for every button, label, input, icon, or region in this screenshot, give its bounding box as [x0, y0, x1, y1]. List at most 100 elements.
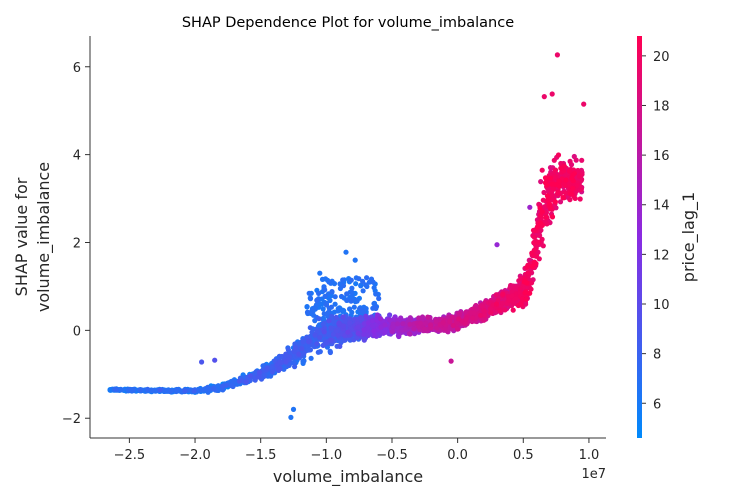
data-point: [317, 334, 323, 341]
data-point: [145, 386, 151, 392]
data-point: [296, 351, 302, 357]
data-point: [320, 342, 326, 348]
data-point: [205, 384, 211, 390]
data-point: [531, 234, 538, 240]
y-tick-label: 0: [73, 324, 81, 339]
y-tick-label: 2: [73, 236, 81, 251]
data-point: [522, 290, 528, 296]
colorbar-tick-label: 12: [653, 248, 670, 263]
data-point: [323, 302, 330, 308]
data-point: [577, 196, 583, 202]
data-point: [333, 327, 340, 334]
colorbar-tick-label: 14: [653, 199, 670, 214]
data-point: [487, 306, 494, 312]
data-point: [544, 193, 551, 199]
data-point: [529, 263, 535, 270]
data-point: [363, 313, 369, 319]
data-point: [345, 329, 351, 335]
data-point: [572, 195, 578, 201]
data-point: [288, 414, 294, 420]
x-tick-label: 0.0: [447, 448, 468, 463]
data-point: [349, 289, 355, 295]
x-tick-label: 1.0: [579, 448, 600, 463]
data-point: [387, 312, 393, 318]
colorbar-tick-label: 8: [653, 348, 661, 363]
data-point: [368, 278, 374, 284]
x-tick-label: −2.5: [114, 448, 146, 463]
data-point: [377, 316, 384, 322]
data-point: [558, 165, 564, 171]
data-point: [411, 326, 417, 332]
data-point: [570, 185, 576, 192]
data-point: [569, 191, 575, 197]
data-point: [306, 347, 312, 353]
data-point: [340, 323, 346, 329]
data-point: [304, 304, 310, 310]
data-point: [478, 312, 484, 318]
data-point: [307, 296, 314, 302]
data-point: [307, 325, 313, 331]
data-point: [549, 214, 556, 220]
data-point: [301, 358, 307, 364]
data-point: [264, 365, 270, 371]
data-point: [157, 387, 163, 393]
data-point: [362, 321, 368, 327]
data-point: [406, 331, 412, 337]
data-point: [113, 386, 119, 392]
colorbar-tick-label: 20: [653, 50, 670, 65]
data-point: [447, 319, 453, 325]
data-point: [538, 179, 544, 185]
data-point: [340, 314, 346, 320]
data-point: [524, 264, 530, 271]
data-point: [335, 332, 341, 338]
data-point: [306, 290, 312, 296]
data-point: [577, 173, 583, 179]
data-point: [314, 341, 320, 347]
data-point: [277, 365, 283, 372]
data-point: [231, 379, 237, 385]
x-tick-label: 0.5: [513, 448, 534, 463]
data-point: [336, 320, 342, 326]
data-point: [355, 324, 361, 330]
colorbar-tick-label: 10: [653, 298, 670, 313]
data-point: [456, 316, 462, 322]
y-ticks: −2 0 2 4 6: [62, 61, 90, 427]
data-point: [433, 319, 439, 325]
data-point: [567, 158, 573, 164]
data-point: [398, 315, 404, 321]
data-point: [344, 291, 350, 297]
data-point: [502, 307, 508, 313]
data-point: [332, 294, 338, 300]
data-point: [527, 204, 533, 210]
data-point: [569, 175, 575, 181]
chart-title: SHAP Dependence Plot for volume_imbalanc…: [182, 15, 514, 31]
data-point: [512, 296, 519, 302]
data-point: [191, 388, 197, 394]
y-axis-title-line-1: SHAP value for: [12, 177, 31, 296]
data-point: [361, 327, 367, 333]
colorbar-ticks: 6 8 10 12 14 16 18 20: [642, 50, 670, 412]
data-point: [333, 314, 339, 320]
data-point: [482, 312, 488, 318]
data-point: [529, 250, 535, 256]
data-point: [556, 178, 562, 185]
data-point: [322, 276, 329, 282]
data-point: [550, 185, 557, 191]
data-point: [328, 304, 334, 310]
data-point: [212, 357, 218, 363]
data-point: [316, 290, 322, 296]
data-point: [322, 287, 328, 293]
data-point: [369, 323, 376, 329]
data-point: [243, 379, 249, 385]
data-point: [417, 320, 423, 326]
data-point: [196, 388, 202, 394]
data-point: [300, 339, 306, 345]
data-point: [407, 321, 413, 327]
data-point: [301, 350, 307, 356]
data-point: [382, 322, 388, 328]
data-point: [342, 318, 348, 324]
data-point: [416, 315, 422, 321]
data-point: [364, 275, 370, 281]
data-point: [348, 277, 354, 283]
x-tick-label: −1.5: [245, 448, 277, 463]
